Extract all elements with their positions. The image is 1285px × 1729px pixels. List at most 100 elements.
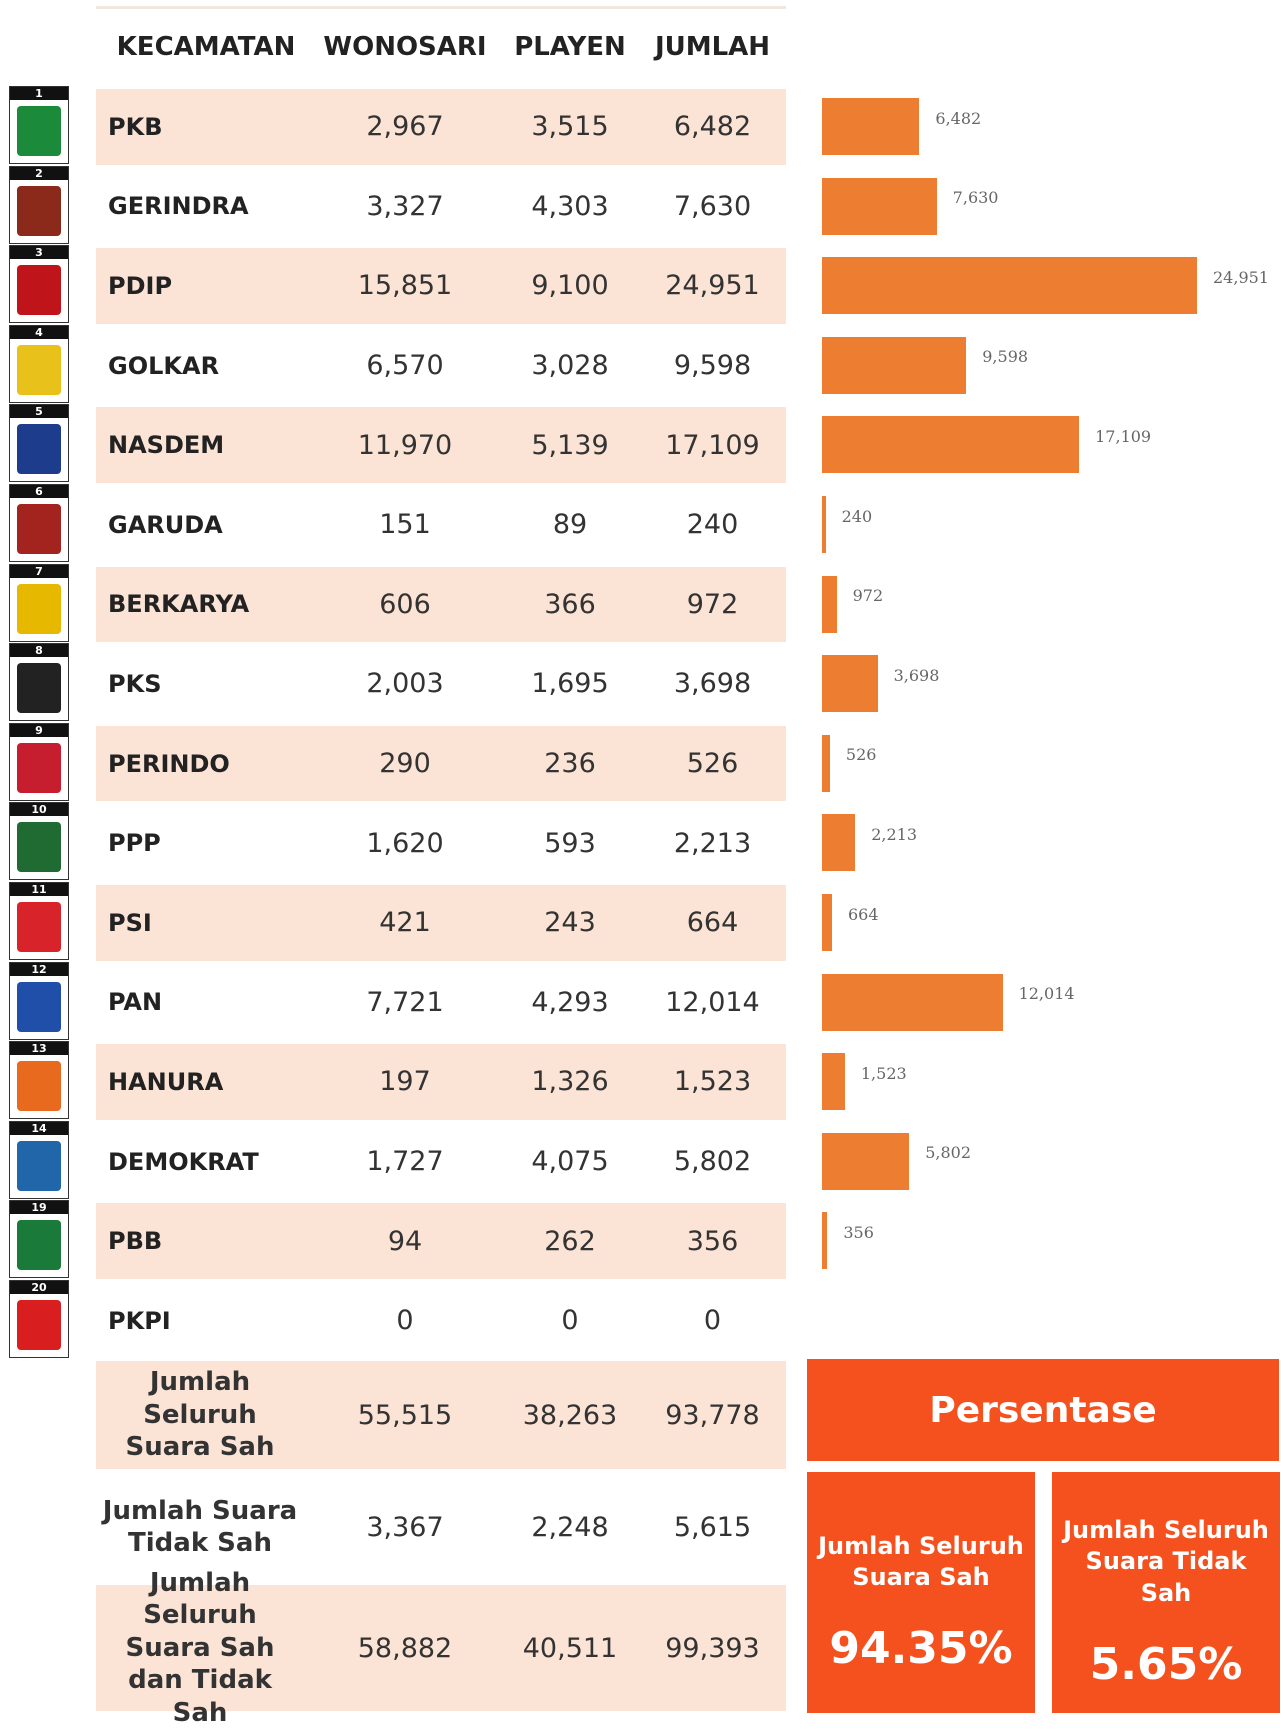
vote-count: 197 bbox=[379, 1066, 431, 1098]
vote-count: 4,293 bbox=[531, 986, 609, 1018]
bar-label: 9,598 bbox=[982, 347, 1029, 367]
vote-count: 94 bbox=[387, 1225, 423, 1257]
card-value: 94.35% bbox=[829, 1623, 1013, 1675]
party-name: BERKARYA bbox=[108, 590, 250, 619]
bar-label: 356 bbox=[843, 1222, 874, 1242]
vote-count: 366 bbox=[544, 588, 596, 620]
vote-count: 2,213 bbox=[673, 827, 752, 859]
logo-icon bbox=[17, 822, 61, 873]
vote-count: 2,967 bbox=[366, 111, 444, 143]
vote-count: 15,851 bbox=[357, 270, 453, 302]
total-label: Jumlah Seluruh Suara Sah bbox=[125, 1367, 275, 1463]
card-label: Jumlah Seluruh Suara Sah bbox=[818, 1531, 1024, 1591]
vote-count: 3,028 bbox=[531, 350, 609, 382]
bar-label: 24,951 bbox=[1213, 267, 1269, 287]
vote-count: 243 bbox=[544, 907, 596, 939]
party-number: 2 bbox=[10, 166, 68, 180]
party-logo: 5 bbox=[9, 404, 69, 483]
column-header: WONOSARI bbox=[323, 32, 487, 62]
party-name: PKB bbox=[108, 112, 163, 141]
party-number: 9 bbox=[10, 723, 68, 737]
vote-count: 1,326 bbox=[531, 1066, 609, 1098]
bar bbox=[822, 98, 920, 155]
bar bbox=[822, 416, 1080, 474]
party-logo: 4 bbox=[9, 324, 69, 403]
bar bbox=[822, 734, 830, 792]
top-rule bbox=[96, 6, 786, 9]
party-name: GERINDRA bbox=[108, 192, 249, 221]
party-number: 10 bbox=[10, 803, 68, 817]
party-logo: 6 bbox=[9, 484, 69, 562]
total-label: Jumlah Suara Tidak Sah bbox=[102, 1495, 298, 1559]
vote-count: 1,695 bbox=[531, 668, 609, 700]
bar-label: 5,802 bbox=[925, 1143, 971, 1163]
vote-count: 356 bbox=[686, 1225, 739, 1257]
party-name: PPP bbox=[108, 829, 161, 858]
vote-count: 290 bbox=[379, 748, 431, 780]
bar bbox=[822, 336, 967, 394]
bar-label: 2,213 bbox=[871, 824, 918, 844]
bar bbox=[822, 1053, 845, 1111]
bar-label: 972 bbox=[852, 586, 884, 606]
bar-label: 17,109 bbox=[1095, 426, 1152, 446]
row-shade bbox=[96, 1585, 786, 1711]
vote-count: 17,109 bbox=[665, 429, 760, 461]
total-count: 3,367 bbox=[366, 1511, 444, 1543]
bar-label: 7,630 bbox=[952, 188, 999, 208]
vote-count: 0 bbox=[396, 1305, 414, 1337]
column-header: JUMLAH bbox=[654, 32, 771, 62]
vote-count: 5,802 bbox=[673, 1146, 752, 1178]
summary-card: Jumlah Seluruh Suara Sah 94.35% bbox=[807, 1472, 1035, 1713]
bar bbox=[822, 814, 856, 872]
party-name: PAN bbox=[108, 988, 163, 1017]
vote-count: 9,100 bbox=[531, 270, 609, 302]
vote-count: 3,327 bbox=[366, 190, 444, 222]
logo-icon bbox=[17, 902, 61, 952]
bar-label: 12,014 bbox=[1018, 984, 1075, 1004]
party-number: 3 bbox=[10, 246, 68, 260]
row-shade bbox=[96, 1044, 786, 1120]
party-name: GARUDA bbox=[108, 510, 223, 539]
vote-count: 24,951 bbox=[665, 270, 760, 302]
bar bbox=[822, 257, 1197, 315]
party-name: GOLKAR bbox=[108, 351, 220, 380]
vote-count: 0 bbox=[561, 1305, 579, 1337]
column-header: KECAMATAN bbox=[116, 32, 296, 62]
vote-count: 1,620 bbox=[366, 827, 444, 859]
bar-label: 1,523 bbox=[860, 1063, 907, 1083]
party-number: 13 bbox=[10, 1042, 68, 1056]
card-label: Jumlah Seluruh Suara Tidak Sah bbox=[1063, 1516, 1269, 1607]
party-logo: 19 bbox=[9, 1200, 69, 1279]
row-shade bbox=[96, 89, 786, 165]
total-count: 38,263 bbox=[522, 1399, 618, 1431]
row-shade bbox=[96, 885, 786, 961]
vote-count: 89 bbox=[552, 509, 588, 541]
bar bbox=[822, 1212, 828, 1270]
bar-label: 664 bbox=[847, 904, 879, 924]
logo-icon bbox=[17, 344, 61, 395]
row-shade bbox=[96, 725, 786, 802]
logo-icon bbox=[17, 742, 61, 793]
logo-icon bbox=[17, 1300, 61, 1350]
party-name: PKS bbox=[108, 669, 162, 698]
row-shade bbox=[96, 566, 786, 643]
summary-title: Persentase bbox=[807, 1359, 1279, 1461]
party-logo: 1 bbox=[9, 86, 69, 164]
bar bbox=[822, 177, 937, 235]
vote-count: 151 bbox=[379, 509, 431, 541]
party-name: PBB bbox=[108, 1227, 163, 1256]
vote-count: 5,139 bbox=[531, 429, 609, 461]
vote-count: 1,523 bbox=[673, 1066, 752, 1098]
party-number: 6 bbox=[10, 485, 68, 498]
party-number: 1 bbox=[10, 87, 68, 100]
bar bbox=[822, 575, 837, 633]
logo-icon bbox=[17, 981, 61, 1032]
vote-count: 3,698 bbox=[673, 668, 752, 700]
party-logo: 13 bbox=[9, 1041, 69, 1120]
bar bbox=[822, 1132, 910, 1190]
party-logo: 7 bbox=[9, 563, 69, 642]
party-logo: 12 bbox=[9, 961, 69, 1040]
total-count: 93,778 bbox=[665, 1399, 760, 1431]
bar-label: 526 bbox=[845, 745, 877, 765]
